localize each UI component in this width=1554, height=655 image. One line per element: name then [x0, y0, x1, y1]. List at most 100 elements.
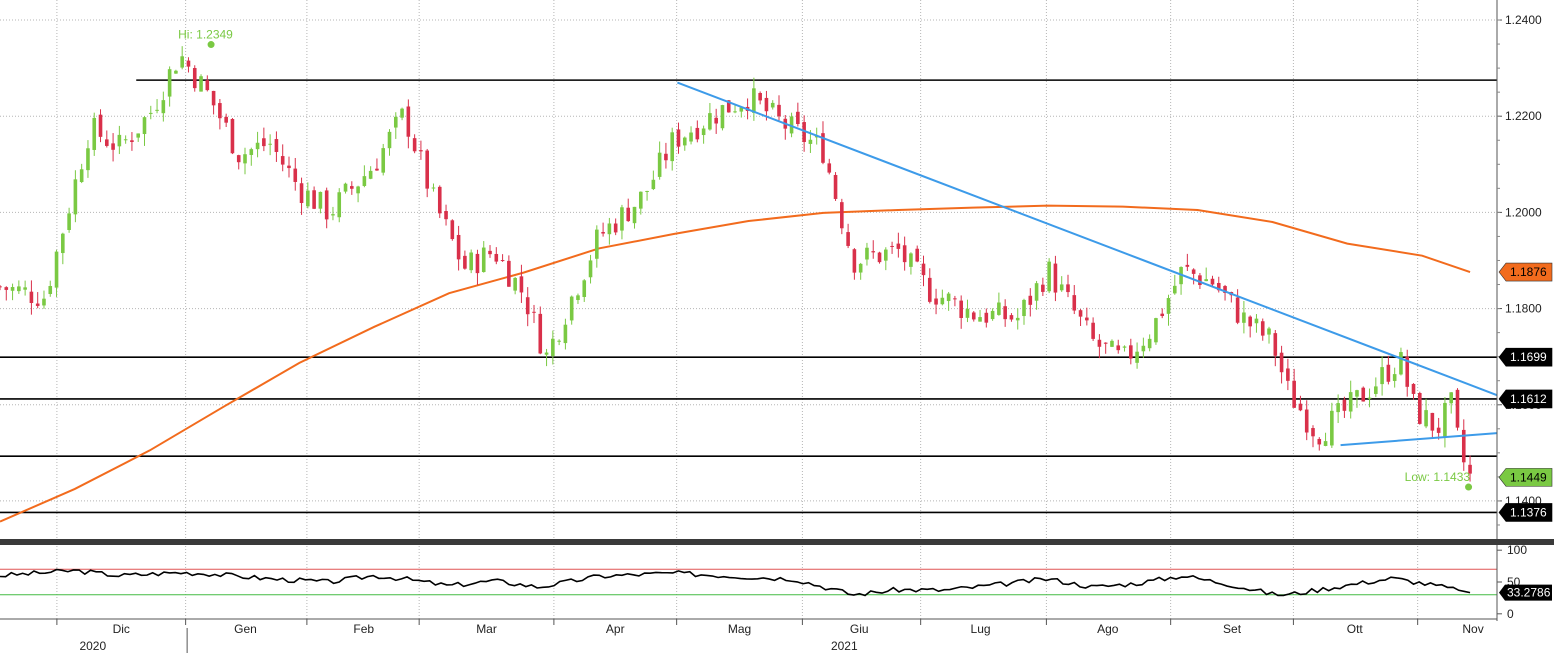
candle-body	[507, 260, 511, 287]
price-tick-label: 1.1800	[1505, 302, 1542, 316]
candle-body	[86, 148, 90, 171]
candle-body	[927, 277, 932, 302]
candle-body	[1103, 342, 1108, 344]
candle-body	[1078, 310, 1083, 317]
candle-body	[544, 352, 549, 355]
price-badge	[1498, 503, 1553, 522]
candle-body	[569, 296, 574, 321]
price-tick-label: 1.2200	[1505, 109, 1542, 123]
candle-body	[1367, 397, 1372, 399]
candle-body	[155, 109, 159, 111]
candle-body	[1455, 389, 1460, 428]
candle-body	[381, 148, 386, 173]
low-label: Low: 1.1433	[1405, 470, 1471, 484]
rsi-tick-label: 100	[1507, 543, 1527, 557]
candle-body	[695, 127, 700, 140]
candle-body	[984, 312, 989, 323]
candle-body	[1141, 345, 1146, 352]
candle-body	[720, 105, 725, 129]
candle-body	[965, 308, 970, 318]
candle-body	[934, 298, 938, 305]
candle-body	[1059, 284, 1064, 291]
candle-body	[846, 232, 850, 246]
candle-body	[645, 190, 649, 192]
price-badges: 1.1876 1.1699 1.1612 1.1449 1.1376	[1498, 262, 1553, 522]
candle-body	[456, 234, 461, 260]
moving-average-200	[0, 204, 1471, 523]
candle-body	[620, 207, 624, 231]
candle-body	[682, 137, 687, 146]
candle-body	[752, 88, 756, 113]
candle-body	[419, 150, 423, 152]
candle-body	[739, 107, 744, 112]
candle-body	[1405, 356, 1410, 387]
candle-body	[701, 128, 706, 136]
rsi-line	[0, 568, 1471, 597]
candle-body	[280, 156, 285, 165]
candle-body	[393, 116, 398, 128]
price-badge-label: 1.1376	[1510, 505, 1547, 519]
panel-separator[interactable]	[0, 539, 1554, 545]
candle-body	[1242, 312, 1246, 323]
rsi-tick-label: 0	[1507, 607, 1514, 621]
high-marker	[207, 41, 215, 49]
candle-body	[1323, 441, 1328, 446]
price-badge-label: 1.1612	[1510, 392, 1547, 406]
candle-body	[1166, 298, 1171, 314]
time-axis: Dic Gen Feb Mar Apr Mag Giu Lug Ago Set Ott Nov 2020…	[0, 618, 1497, 653]
price-badge-label: 1.1449	[1510, 470, 1547, 484]
ma200-line	[0, 204, 1471, 523]
candle-body	[236, 155, 241, 163]
candle-body	[142, 117, 147, 135]
candle-body	[1424, 410, 1428, 427]
candle-body	[1348, 392, 1353, 412]
month-label: Dic	[113, 622, 130, 636]
candle-body	[833, 174, 838, 199]
candle-body	[519, 276, 524, 293]
candle-body	[1235, 297, 1240, 323]
price-tick-label: 1.2400	[1505, 13, 1542, 27]
candle-body	[1122, 346, 1127, 348]
candle-body	[500, 260, 505, 262]
candle-body	[1279, 352, 1284, 373]
candle-body	[1172, 285, 1177, 294]
candle-body	[557, 340, 561, 342]
candle-body	[1223, 286, 1227, 294]
candle-body	[494, 253, 499, 262]
candle-body	[1417, 393, 1422, 424]
candle-body	[10, 287, 15, 291]
candle-body	[632, 206, 637, 224]
month-label: Gen	[234, 622, 257, 636]
rsi-badge-label: 33.2786	[1507, 586, 1551, 600]
month-label: Set	[1223, 622, 1242, 636]
candle-body	[940, 297, 945, 305]
candle-body	[255, 142, 260, 150]
month-label: Feb	[353, 622, 374, 636]
candle-body	[1380, 367, 1384, 385]
candle-body	[481, 247, 486, 273]
candle-body	[431, 187, 436, 189]
candle-body	[563, 324, 568, 344]
candle-body	[167, 69, 172, 97]
candle-body	[400, 108, 404, 118]
trendline	[677, 81, 1498, 397]
price-badge	[1498, 389, 1553, 409]
candle-body	[4, 287, 9, 290]
candle-body	[343, 183, 348, 192]
candle-body	[324, 190, 329, 220]
candle-body	[1292, 380, 1296, 408]
candle-body	[387, 131, 392, 149]
trendlines	[677, 81, 1498, 447]
candle-body	[1204, 279, 1208, 282]
candle-body	[1342, 399, 1347, 411]
month-label: Mag	[728, 622, 751, 636]
candle-body	[406, 106, 411, 137]
candle-body	[1116, 345, 1121, 351]
candle-body	[1411, 383, 1416, 394]
candle-body	[1355, 390, 1359, 397]
candle-body	[532, 311, 536, 313]
candle-body	[871, 251, 876, 253]
candle-body	[243, 154, 247, 164]
